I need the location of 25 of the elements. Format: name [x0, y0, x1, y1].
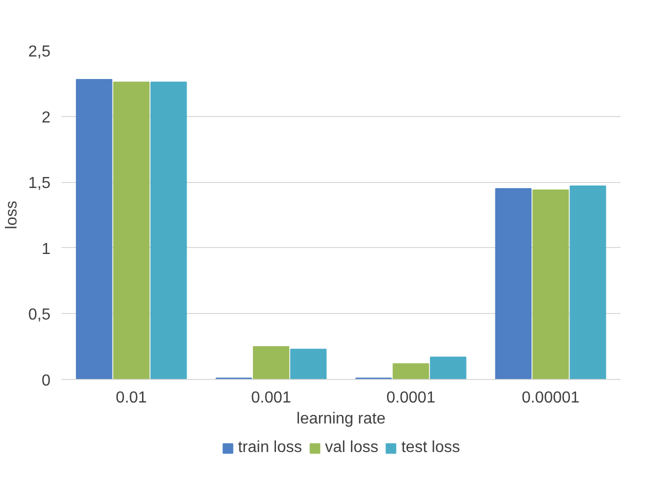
y-axis-title: loss: [3, 200, 20, 230]
y-tick-label: 0,5: [28, 306, 51, 324]
bar: [392, 363, 430, 380]
x-tick-label: 0.00001: [522, 390, 580, 406]
bar: [570, 186, 606, 380]
bar: [76, 78, 112, 380]
x-tick-label: 0.0001: [386, 390, 436, 406]
legend-label: val loss: [324, 439, 378, 457]
bar: [290, 348, 327, 380]
y-tick-label: 1,5: [28, 175, 51, 192]
bar: [252, 346, 290, 380]
legend-label: train loss: [238, 439, 302, 457]
bar: [430, 356, 466, 380]
bar: [495, 188, 532, 380]
y-tick-label: 0: [42, 372, 51, 390]
bar: [150, 82, 187, 380]
x-axis-title: learning rate: [296, 410, 386, 428]
bar: [532, 189, 569, 380]
x-tick-label: 0.001: [251, 390, 292, 406]
y-tick-label: 2: [42, 109, 51, 126]
x-tick-label: 0.01: [116, 390, 148, 406]
legend-label: test loss: [401, 439, 460, 457]
y-tick-label: 1: [42, 240, 51, 258]
bar: [113, 82, 150, 380]
y-tick-label: 2,5: [28, 44, 51, 60]
